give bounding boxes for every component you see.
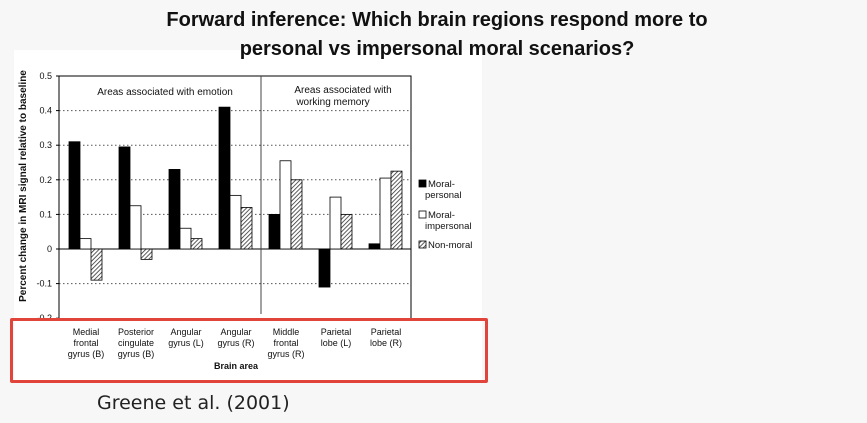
bar-series-3-cat-1 bbox=[90, 248, 103, 281]
bar-series-1-cat-4 bbox=[218, 106, 231, 250]
slide-title: Forward inference: Which brain regions r… bbox=[27, 6, 847, 64]
bar-series-2-cat-5 bbox=[279, 160, 292, 250]
y-axis-label: Percent change in MRI signal relative to… bbox=[18, 70, 29, 302]
bar-series-1-cat-7 bbox=[368, 243, 381, 250]
bar-series-1-cat-2 bbox=[118, 146, 131, 250]
bar-series-3-cat-2 bbox=[140, 248, 153, 260]
legend-label: Non-moral bbox=[428, 240, 472, 251]
bar-series-2-cat-3 bbox=[179, 227, 192, 250]
bar-series-2-cat-6 bbox=[329, 196, 342, 250]
title-line-1: Forward inference: Which brain regions r… bbox=[166, 9, 708, 31]
title-line-2: personal vs impersonal moral scenarios? bbox=[239, 38, 635, 60]
x-category-label: gyrus (R) bbox=[217, 338, 254, 348]
citation: Greene et al. (2001) bbox=[97, 392, 290, 414]
bar-series-3-cat-3 bbox=[190, 238, 203, 250]
y-tick-label: 0.1 bbox=[39, 209, 52, 219]
annotation-working-memory: Areas associated with bbox=[294, 85, 391, 96]
x-category-label: frontal bbox=[273, 338, 298, 348]
x-category-label: Angular bbox=[170, 327, 201, 337]
legend-swatch-3 bbox=[418, 240, 427, 249]
y-tick-label: 0.4 bbox=[39, 106, 52, 116]
y-tick-label: 0.2 bbox=[39, 175, 52, 185]
annotation-emotion: Areas associated with emotion bbox=[97, 87, 233, 98]
y-tick-label: 0 bbox=[47, 244, 52, 254]
x-category-label: lobe (L) bbox=[321, 338, 352, 348]
y-tick-label: 0.3 bbox=[39, 140, 52, 150]
x-category-label: gyrus (B) bbox=[118, 349, 155, 359]
y-tick-label: -0.1 bbox=[36, 279, 52, 289]
bar-series-1-cat-1 bbox=[68, 141, 81, 250]
y-tick-label: 0.5 bbox=[39, 71, 52, 81]
x-category-label: Medial bbox=[73, 327, 100, 337]
x-category-label: gyrus (R) bbox=[267, 349, 304, 359]
annotation-working-memory: working memory bbox=[295, 97, 369, 108]
bar-series-2-cat-7 bbox=[379, 177, 392, 250]
x-category-label: Middle bbox=[273, 327, 300, 337]
bar-series-3-cat-7 bbox=[390, 170, 403, 250]
x-category-label: Posterior bbox=[118, 327, 154, 337]
x-category-label: Parietal bbox=[371, 327, 402, 337]
bar-series-1-cat-5 bbox=[268, 213, 281, 250]
legend-label: impersonal bbox=[425, 221, 471, 232]
bar-series-3-cat-4 bbox=[240, 207, 253, 250]
bar-series-1-cat-6 bbox=[318, 248, 331, 288]
x-category-label: frontal bbox=[73, 338, 98, 348]
legend-label: Moral- bbox=[428, 210, 455, 221]
bar-series-1-cat-3 bbox=[168, 169, 181, 250]
x-axis-label: Brain area bbox=[214, 361, 259, 371]
bar-series-2-cat-2 bbox=[129, 205, 142, 250]
bar-series-2-cat-4 bbox=[229, 194, 242, 250]
bar-series-3-cat-6 bbox=[340, 213, 353, 250]
bar-series-2-cat-1 bbox=[79, 238, 92, 250]
highlight-box bbox=[10, 318, 488, 383]
legend-swatch-2 bbox=[418, 210, 427, 219]
legend-label: Moral- bbox=[428, 179, 455, 190]
x-category-label: lobe (R) bbox=[370, 338, 402, 348]
x-category-label: Angular bbox=[220, 327, 251, 337]
x-category-label: cingulate bbox=[118, 338, 154, 348]
legend-swatch-1 bbox=[418, 179, 427, 188]
x-category-label: gyrus (L) bbox=[168, 338, 204, 348]
x-category-label: gyrus (B) bbox=[68, 349, 105, 359]
legend-label: personal bbox=[425, 190, 461, 201]
x-category-label: Parietal bbox=[321, 327, 352, 337]
bar-series-3-cat-5 bbox=[290, 179, 303, 250]
